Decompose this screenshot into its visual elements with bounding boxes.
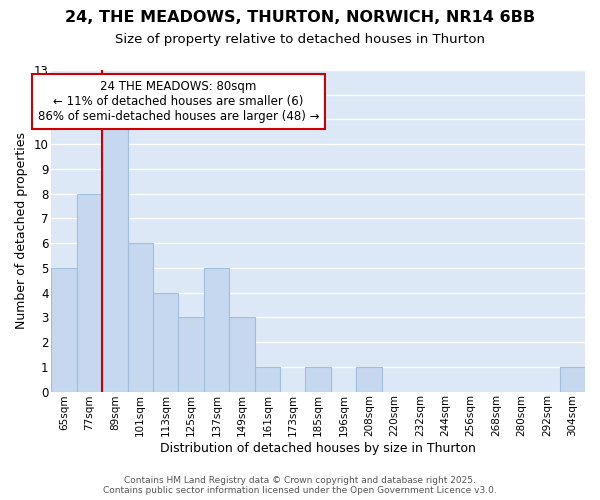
Y-axis label: Number of detached properties: Number of detached properties [15, 132, 28, 330]
Text: 24, THE MEADOWS, THURTON, NORWICH, NR14 6BB: 24, THE MEADOWS, THURTON, NORWICH, NR14 … [65, 10, 535, 25]
Bar [560, 367, 585, 392]
Bar [178, 318, 204, 392]
Bar [153, 292, 178, 392]
X-axis label: Distribution of detached houses by size in Thurton: Distribution of detached houses by size … [160, 442, 476, 455]
Bar [128, 243, 153, 392]
Text: 24 THE MEADOWS: 80sqm
← 11% of detached houses are smaller (6)
86% of semi-detac: 24 THE MEADOWS: 80sqm ← 11% of detached … [38, 80, 319, 123]
Bar [229, 318, 254, 392]
Bar [52, 268, 77, 392]
Text: Contains HM Land Registry data © Crown copyright and database right 2025.
Contai: Contains HM Land Registry data © Crown c… [103, 476, 497, 495]
Bar [254, 367, 280, 392]
Text: Size of property relative to detached houses in Thurton: Size of property relative to detached ho… [115, 32, 485, 46]
Bar [356, 367, 382, 392]
Bar [102, 120, 128, 392]
Bar [204, 268, 229, 392]
Bar [305, 367, 331, 392]
Bar [77, 194, 102, 392]
